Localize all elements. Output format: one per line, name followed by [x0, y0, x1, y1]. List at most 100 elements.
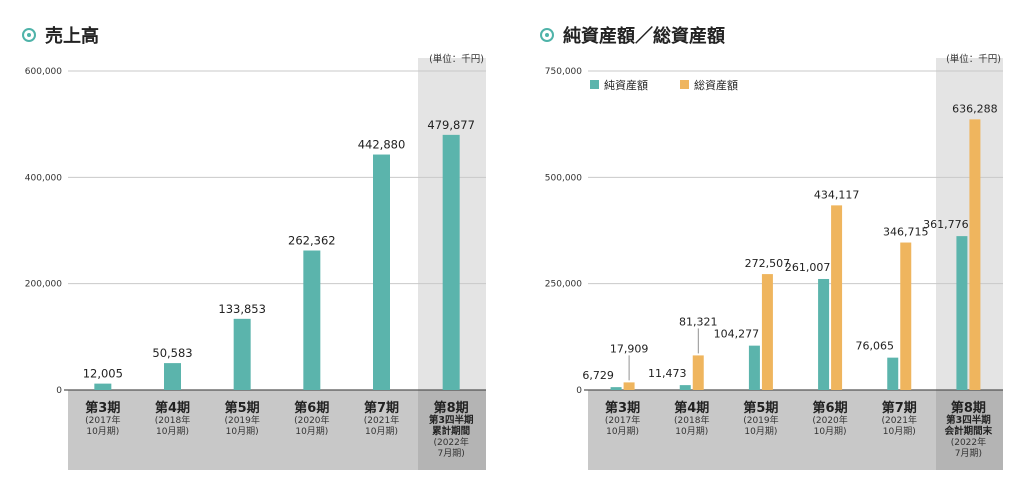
category-date-label: (2022年 [951, 436, 986, 448]
y-tick-label: 200,000 [25, 280, 62, 290]
category-date-label: (2020年 [294, 414, 329, 426]
unit-label: (単位：千円) [946, 53, 1001, 65]
category-band [588, 390, 1003, 470]
category-date-label: 10月期) [883, 426, 916, 437]
chart-title-assets-text: 純資産額／総資産額 [563, 26, 725, 47]
circle-bullet-icon [22, 28, 36, 42]
y-tick-label: 500,000 [545, 173, 582, 183]
bar [164, 363, 181, 390]
data-label: 133,853 [218, 302, 266, 316]
bar [887, 357, 899, 390]
category-sublabel: 第3四半期 [429, 414, 474, 426]
category-date-label: 10月期) [156, 426, 189, 437]
bar [969, 119, 981, 390]
category-date-label: 10月期) [86, 426, 119, 437]
category-sublabel: 会計期間末 [945, 425, 993, 437]
category-date-label: (2018年 [674, 414, 709, 426]
category-label: 第6期 [294, 400, 329, 416]
bar [373, 154, 390, 390]
legend-swatch [680, 80, 689, 89]
y-tick-label: 0 [56, 386, 62, 396]
category-date-label: (2017年 [605, 414, 640, 426]
category-label: 第8期 [951, 400, 986, 416]
category-label: 第7期 [364, 400, 399, 416]
category-date-label: (2020年 [812, 414, 847, 426]
chart-title-assets: 純資産額／総資産額 [540, 22, 725, 48]
y-tick-label: 250,000 [545, 280, 582, 290]
category-date-label: (2022年 [433, 436, 468, 448]
bar [831, 205, 843, 390]
bar [679, 385, 691, 390]
bar [692, 355, 704, 390]
chart-title-sales-text: 売上高 [45, 26, 99, 47]
category-band [68, 390, 486, 470]
bar [303, 250, 321, 390]
category-date-label: 7月期) [955, 448, 982, 459]
category-date-label: 10月期) [675, 426, 708, 437]
data-label: 434,117 [814, 188, 860, 201]
bar [94, 383, 112, 390]
data-label: 261,007 [785, 261, 831, 274]
data-label: 479,877 [427, 118, 475, 132]
data-label: 12,005 [83, 367, 123, 381]
legend-label: 総資産額 [694, 78, 738, 92]
category-label: 第3期 [605, 400, 640, 416]
y-tick-label: 600,000 [25, 67, 62, 77]
category-label: 第7期 [882, 400, 917, 416]
bar [623, 382, 635, 390]
category-band-highlight [936, 390, 1003, 470]
data-label: 361,776 [923, 218, 969, 231]
data-label: 104,277 [714, 328, 760, 341]
category-sublabel: 第3四半期 [946, 414, 991, 426]
data-label: 346,715 [883, 226, 929, 239]
category-sublabel: 累計期間 [432, 425, 470, 437]
category-label: 第5期 [743, 400, 778, 416]
bar [233, 318, 251, 390]
y-tick-label: 400,000 [25, 173, 62, 183]
category-label: 第6期 [813, 400, 848, 416]
y-tick-label: 0 [576, 386, 582, 396]
category-label: 第4期 [155, 400, 190, 416]
legend-label: 純資産額 [604, 79, 648, 92]
category-label: 第5期 [225, 400, 260, 416]
category-date-label: (2017年 [85, 414, 120, 426]
bar [818, 278, 830, 390]
data-label: 262,362 [288, 234, 336, 248]
category-date-label: (2019年 [743, 414, 778, 426]
category-label: 第8期 [434, 400, 469, 416]
y-tick-label: 750,000 [545, 67, 582, 77]
data-label: 442,880 [358, 138, 406, 152]
category-label: 第4期 [674, 400, 709, 416]
data-label: 272,507 [745, 257, 791, 270]
bar [748, 345, 760, 390]
category-date-label: (2021年 [364, 414, 399, 426]
category-band-highlight [418, 390, 486, 470]
data-label: 6,729 [582, 369, 614, 382]
category-date-label: 10月期) [295, 426, 328, 437]
data-label: 76,065 [856, 340, 895, 353]
data-label: 50,583 [152, 346, 192, 360]
category-date-label: (2021年 [882, 414, 917, 426]
category-date-label: 10月期) [226, 426, 259, 437]
data-label: 11,473 [648, 367, 687, 380]
chart-title-sales: 売上高 [22, 22, 99, 48]
circle-bullet-icon [540, 28, 554, 42]
bar [610, 387, 622, 390]
data-label: 636,288 [952, 102, 998, 115]
category-date-label: 10月期) [365, 426, 398, 437]
category-date-label: 7月期) [438, 448, 465, 459]
legend-swatch [590, 80, 599, 89]
bar [956, 236, 968, 390]
category-date-label: 10月期) [744, 426, 777, 437]
category-date-label: 10月期) [814, 426, 847, 437]
data-label: 17,909 [610, 342, 649, 355]
category-date-label: (2018年 [155, 414, 190, 426]
bar [900, 242, 912, 390]
unit-label: (単位：千円) [429, 53, 484, 65]
category-date-label: (2019年 [224, 414, 259, 426]
data-label: 81,321 [679, 315, 718, 328]
bar [761, 274, 773, 390]
